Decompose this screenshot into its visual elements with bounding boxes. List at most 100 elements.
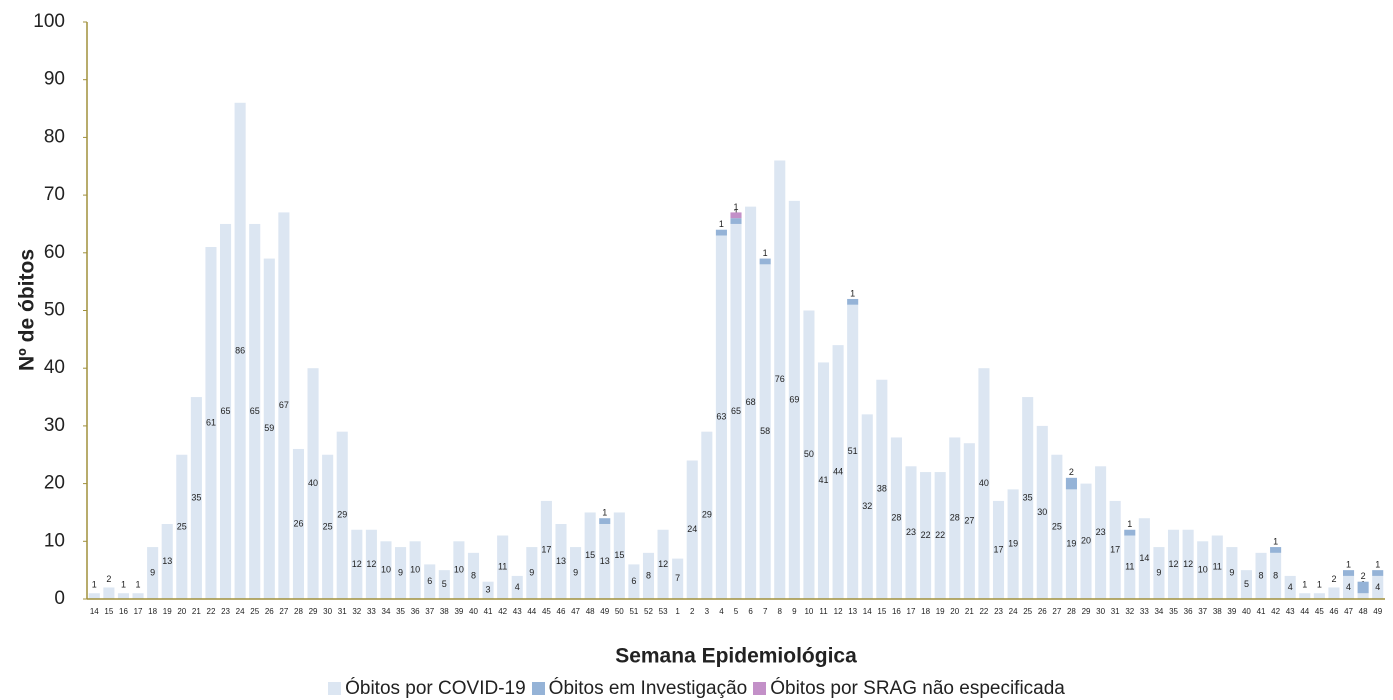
data-label: 1 (1375, 560, 1380, 570)
data-label: 1 (136, 580, 141, 590)
data-label: 22 (921, 530, 931, 540)
bar-segment (1240, 570, 1252, 599)
bar-segment (701, 431, 713, 599)
bar-segment (205, 247, 217, 599)
bar-segment (1095, 466, 1107, 599)
x-tick-label: 9 (792, 607, 797, 616)
data-label: 11 (498, 562, 507, 572)
data-label: 44 (833, 466, 843, 476)
bar-segment (526, 547, 538, 599)
data-label: 29 (337, 510, 347, 520)
x-tick-label: 23 (994, 607, 1003, 616)
data-label: 10 (454, 565, 464, 575)
data-label: 15 (614, 550, 624, 560)
x-tick-label: 28 (294, 607, 303, 616)
bar-segment (672, 558, 684, 599)
data-label: 8 (1259, 570, 1264, 580)
x-tick-label: 36 (1184, 607, 1193, 616)
data-label: 17 (994, 544, 1004, 554)
bar-segment (453, 541, 465, 599)
bar-segment (380, 541, 392, 599)
x-tick-label: 30 (323, 607, 332, 616)
bar-segment (1211, 535, 1223, 599)
bar-segment (395, 547, 407, 599)
data-label: 17 (541, 544, 551, 554)
x-tick-label: 4 (719, 607, 724, 616)
x-tick-label: 27 (1052, 607, 1061, 616)
data-label: 22 (935, 530, 945, 540)
data-label: 58 (760, 426, 770, 436)
data-label: 9 (1156, 567, 1161, 577)
bar-segment (1357, 581, 1369, 594)
x-tick-label: 7 (763, 607, 768, 616)
bar-segment (1357, 593, 1369, 599)
bar-segment (220, 223, 232, 599)
bar-segment (88, 593, 100, 599)
x-tick-label: 48 (586, 607, 595, 616)
x-tick-label: 13 (848, 607, 857, 616)
legend-label: Óbitos por COVID-19 (345, 678, 526, 699)
data-label: 67 (279, 400, 289, 410)
x-tick-label: 36 (411, 607, 420, 616)
bar-segment (249, 223, 261, 599)
x-tick-label: 20 (177, 607, 186, 616)
x-tick-label: 15 (104, 607, 113, 616)
data-label: 7 (675, 573, 680, 583)
x-tick-label: 42 (498, 607, 507, 616)
x-tick-label: 32 (1125, 607, 1134, 616)
data-label: 29 (702, 510, 712, 520)
data-label: 12 (366, 559, 376, 569)
bar-segment (1299, 593, 1311, 599)
bar-segment (1065, 489, 1077, 599)
x-tick-label: 48 (1359, 607, 1368, 616)
x-tick-label: 35 (396, 607, 405, 616)
x-tick-label: 28 (1067, 607, 1076, 616)
data-label: 9 (398, 567, 403, 577)
y-tick-label: 80 (44, 126, 65, 147)
bar-segment (482, 581, 494, 599)
bar-segment (322, 454, 334, 599)
legend-swatch (328, 682, 342, 695)
bar-segment (890, 437, 902, 599)
data-label: 2 (1331, 574, 1336, 584)
x-tick-label: 33 (367, 607, 376, 616)
data-label: 10 (1198, 565, 1208, 575)
bar-segment (1153, 547, 1165, 599)
y-tick-label: 10 (44, 530, 65, 551)
bar-segment (234, 102, 246, 599)
data-label: 61 (206, 417, 216, 427)
bar-segment (1138, 518, 1150, 599)
x-tick-label: 6 (748, 607, 753, 616)
x-tick-label: 22 (207, 607, 216, 616)
x-tick-label: 31 (338, 607, 347, 616)
bar-segment (861, 414, 873, 599)
x-tick-label: 17 (907, 607, 916, 616)
x-tick-label: 39 (1227, 607, 1236, 616)
x-tick-label: 44 (1300, 607, 1309, 616)
bar-segment (263, 258, 275, 599)
bar-segment (657, 529, 669, 599)
x-tick-label: 38 (440, 607, 449, 616)
bar-segment (1167, 529, 1180, 599)
data-label: 40 (308, 478, 318, 488)
bar-segment (103, 587, 115, 599)
x-tick-label: 24 (236, 607, 245, 616)
x-tick-label: 11 (819, 607, 828, 616)
data-label: 32 (862, 501, 872, 511)
x-tick-label: 29 (309, 607, 318, 616)
x-tick-label: 17 (134, 607, 143, 616)
data-label: 6 (427, 576, 432, 586)
bar-segment (1328, 587, 1340, 599)
bar-segment (307, 368, 319, 599)
data-label: 8 (471, 570, 476, 580)
data-label: 11 (1213, 562, 1222, 572)
bar-segment (1372, 570, 1384, 576)
bar-segment (132, 593, 144, 599)
bar-segment (1124, 529, 1136, 536)
x-tick-label: 47 (571, 607, 580, 616)
bar-segment (424, 564, 436, 599)
x-tick-label: 20 (950, 607, 959, 616)
bar-segment (1124, 535, 1136, 599)
x-tick-label: 42 (1271, 607, 1280, 616)
x-tick-label: 38 (1213, 607, 1222, 616)
